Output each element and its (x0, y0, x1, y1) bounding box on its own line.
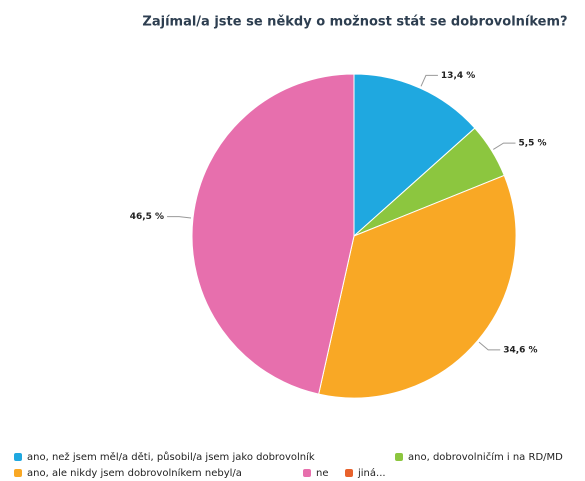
legend-label: ne (316, 468, 329, 479)
data-label: 34,6 % (503, 345, 537, 355)
leader-line (167, 216, 192, 219)
legend-label: ano, dobrovolničím i na RD/MD (408, 451, 563, 463)
legend-swatch (303, 469, 311, 477)
pie-slice (318, 174, 517, 399)
legend-swatch (14, 469, 22, 477)
legend-label: ano, ale nikdy jsem dobrovolníkem nebyl/… (27, 467, 242, 479)
legend-swatch (14, 453, 22, 461)
data-label: 5,5 % (518, 139, 546, 149)
legend-swatch (345, 469, 353, 477)
legend-label: ano, než jsem měl/a děti, působil/a jsem… (27, 451, 315, 463)
leader-line (493, 142, 516, 150)
pie-slice (353, 73, 476, 238)
legend-swatch (395, 453, 403, 461)
chart-title: Zajímal/a jste se někdy o možnost stát s… (142, 15, 567, 30)
leader-line (478, 341, 501, 351)
data-label: 13,4 % (441, 71, 475, 81)
data-label: 46,5 % (130, 212, 164, 222)
leader-line (420, 74, 438, 87)
pie-slice (191, 73, 355, 395)
legend-label: jiná... (357, 467, 386, 479)
